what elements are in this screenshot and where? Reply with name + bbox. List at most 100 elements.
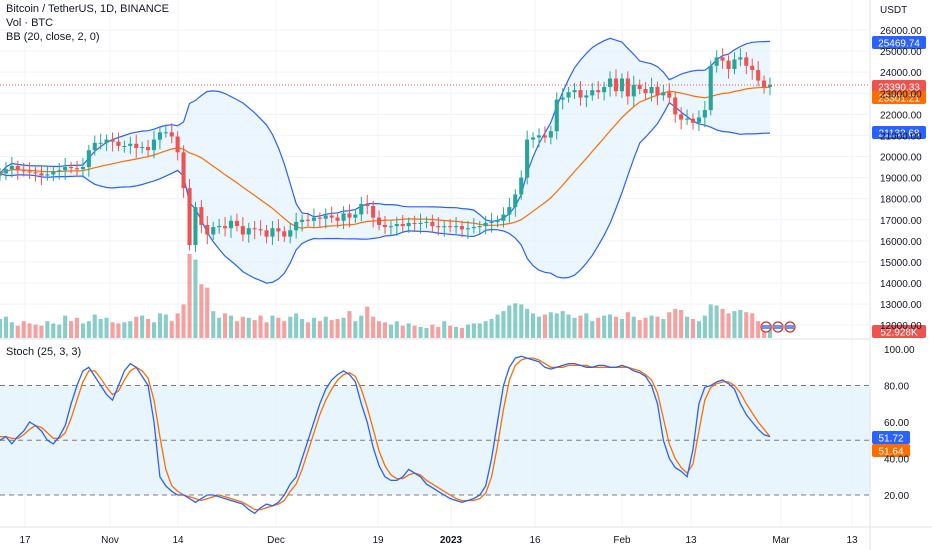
- candle-body: [45, 174, 50, 176]
- candle-body: [163, 132, 168, 134]
- volume-bar: [613, 316, 618, 338]
- volume-bar: [104, 317, 109, 338]
- candle-body: [258, 229, 263, 231]
- candle-body: [655, 86, 660, 96]
- volume-bar: [92, 314, 97, 338]
- candle-body: [536, 135, 541, 138]
- candle-body: [738, 57, 743, 60]
- volume-bar: [311, 317, 316, 338]
- volume-bar: [134, 316, 139, 338]
- volume-bar: [708, 304, 713, 338]
- price-axis-tag: [872, 80, 926, 93]
- stoch-pane: [0, 355, 870, 515]
- volume-bar: [181, 304, 186, 338]
- volume-bar: [63, 315, 68, 338]
- bb-legend[interactable]: BB (20, close, 2, 0): [6, 31, 100, 43]
- bb-fill: [0, 38, 770, 284]
- time-axis[interactable]: 17 Nov 14 Dec 19 2023 16 Feb 13 Mar 13: [19, 535, 858, 546]
- stoch-title[interactable]: Stoch (25, 3, 3): [6, 346, 82, 358]
- time-tick-label: Mar: [772, 535, 790, 546]
- candle-body: [400, 224, 405, 227]
- candle-body: [382, 225, 387, 228]
- time-tick-label: Feb: [613, 535, 631, 546]
- volume-bar: [655, 316, 660, 338]
- flag-stripe: [762, 325, 770, 329]
- volume-legend[interactable]: Vol · BTC: [6, 17, 54, 29]
- candle-body: [157, 132, 162, 140]
- candle-body: [122, 146, 127, 147]
- candle-body: [323, 215, 328, 219]
- volume-bar: [590, 321, 595, 338]
- candle-body: [454, 226, 459, 228]
- volume-bar: [394, 321, 399, 338]
- candle-body: [371, 206, 376, 218]
- candle-body: [477, 226, 482, 228]
- candle-body: [643, 89, 648, 94]
- candle-body: [685, 118, 690, 120]
- candle-body: [92, 142, 97, 151]
- candle-body: [9, 166, 14, 170]
- candle-body: [442, 226, 447, 228]
- volume-bar: [110, 322, 115, 338]
- volume-bar: [436, 326, 441, 338]
- candle-body: [756, 70, 761, 81]
- stoch-axis-tag: [872, 431, 910, 444]
- volume-bar: [667, 312, 672, 338]
- stoch-tick-label: 80.00: [884, 382, 909, 393]
- volume-bar: [240, 316, 245, 338]
- symbol-title[interactable]: Bitcoin / TetherUS, 1D, BINANCE: [6, 3, 170, 15]
- candle-body: [507, 207, 512, 215]
- volume-bar: [625, 312, 630, 338]
- candle-body: [169, 132, 174, 137]
- candle-body: [134, 143, 139, 148]
- stoch-legend: Stoch (25, 3, 3): [6, 345, 81, 359]
- candle-body: [602, 86, 607, 93]
- price-tick-label: 24000.00: [880, 68, 922, 79]
- candle-body: [679, 114, 684, 120]
- candle-body: [3, 169, 8, 174]
- volume-bar: [732, 311, 737, 338]
- price-tick-label: 26000.00: [880, 26, 922, 37]
- candle-body: [649, 86, 654, 94]
- price-axis[interactable]: 12000.00 13000.00 14000.00 15000.00 16000.00…: [880, 26, 922, 502]
- volume-bar: [465, 324, 470, 338]
- candle-body: [720, 57, 725, 61]
- volume-bar: [270, 315, 275, 338]
- volume-bar: [175, 313, 180, 338]
- volume-bar: [454, 326, 459, 338]
- volume-bar: [69, 321, 74, 338]
- price-tick-label: 17000.00: [880, 216, 922, 227]
- price-tick-label: 19000.00: [880, 174, 922, 185]
- price-axis-tag-text: 23301.21: [878, 94, 920, 105]
- volume-bar: [371, 316, 376, 338]
- candle-body: [311, 217, 316, 221]
- volume-bar: [146, 319, 151, 338]
- volume-bar: [151, 322, 156, 338]
- candle-body: [750, 65, 755, 70]
- candle-body: [513, 194, 518, 208]
- volume-bar: [199, 284, 204, 338]
- candle-body: [329, 215, 334, 218]
- volume-bar: [347, 311, 352, 338]
- volume-bar: [86, 321, 91, 338]
- volume-bar: [578, 315, 583, 338]
- price-tick-label: 15000.00: [880, 258, 922, 269]
- flag-stripe: [774, 325, 782, 329]
- volume-bar: [187, 254, 192, 338]
- candle-body: [394, 224, 399, 227]
- candle-body: [335, 217, 340, 221]
- volume-bar: [217, 317, 222, 338]
- candle-body: [637, 84, 642, 89]
- volume-bar: [513, 303, 518, 338]
- volume-bar: [619, 319, 624, 338]
- candle-body: [359, 203, 364, 215]
- candle-body: [74, 168, 79, 170]
- volume-bar: [246, 317, 251, 338]
- volume-bar: [424, 327, 429, 338]
- stoch-d-line: [0, 357, 771, 511]
- stoch-k-line: [0, 355, 771, 515]
- volume-bar: [359, 315, 364, 338]
- price-axis-tag-text: 52.928K: [880, 328, 918, 339]
